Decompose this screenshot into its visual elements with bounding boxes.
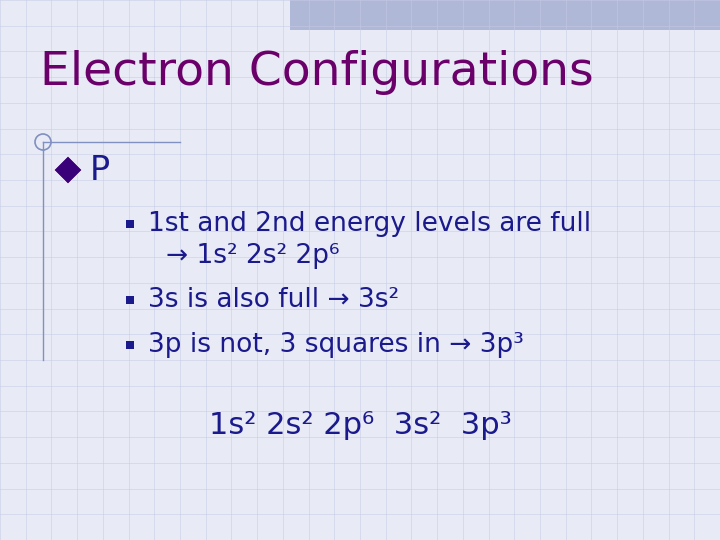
Text: 1st and 2nd energy levels are full: 1st and 2nd energy levels are full	[148, 211, 591, 237]
Polygon shape	[54, 156, 82, 184]
Bar	[126, 296, 134, 304]
Bar	[126, 220, 134, 228]
Text: P: P	[90, 153, 110, 186]
Text: Electron Configurations: Electron Configurations	[40, 50, 593, 95]
Text: → 1s² 2s² 2p⁶: → 1s² 2s² 2p⁶	[166, 243, 340, 269]
Text: 3p is not, 3 squares in → 3p³: 3p is not, 3 squares in → 3p³	[148, 332, 524, 358]
Bar	[126, 341, 134, 349]
Text: 1s² 2s² 2p⁶  3s²  3p³: 1s² 2s² 2p⁶ 3s² 3p³	[209, 410, 511, 440]
Bar	[290, 0, 720, 30]
Text: 3s is also full → 3s²: 3s is also full → 3s²	[148, 287, 399, 313]
